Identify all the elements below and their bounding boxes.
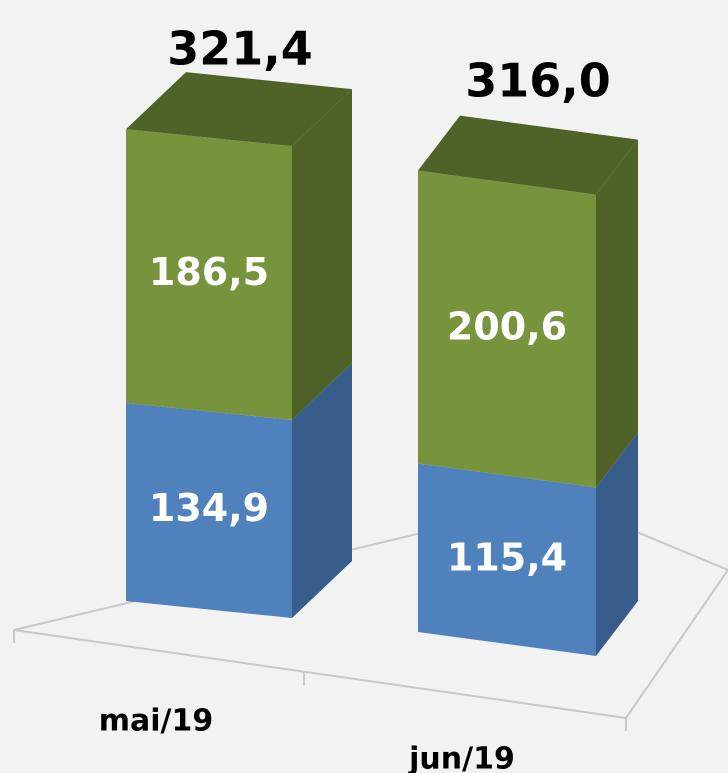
total-label-jun: 316,0 <box>465 54 611 108</box>
bar-mai-series-0-value-label: 134,9 <box>149 486 269 530</box>
floor-outline <box>13 498 728 720</box>
bar-mai-series-0-side <box>292 362 352 618</box>
total-label-mai: 321,4 <box>167 22 313 76</box>
bar-jun-series-1-value-label: 200,6 <box>447 305 567 349</box>
bar-jun-series-0-value-label: 115,4 <box>447 535 567 579</box>
labels-group: 134,9 186,5 321,4 mai/19 115,4 200,6 316,0 jun/… <box>99 22 611 773</box>
bar-mai-series-0-front <box>126 402 292 618</box>
bar-jun-series-1-front <box>418 170 596 488</box>
bar-jun-series-1-side <box>596 139 638 488</box>
chart-floor <box>13 498 728 731</box>
bar-mai-series-1-side <box>292 89 352 420</box>
bar-jun-series-0-side <box>596 432 638 656</box>
bar-mai-series-1-value-label: 186,5 <box>149 250 269 294</box>
category-label-mai: mai/19 <box>99 704 214 739</box>
category-label-jun: jun/19 <box>408 742 515 773</box>
bars-group <box>126 72 638 656</box>
bar-jun-series-1-top <box>418 115 638 195</box>
bar-jun-series-0-front <box>418 463 596 656</box>
bar-mai-series-1-front <box>126 129 292 420</box>
bar-mai-series-1-top <box>126 72 352 147</box>
